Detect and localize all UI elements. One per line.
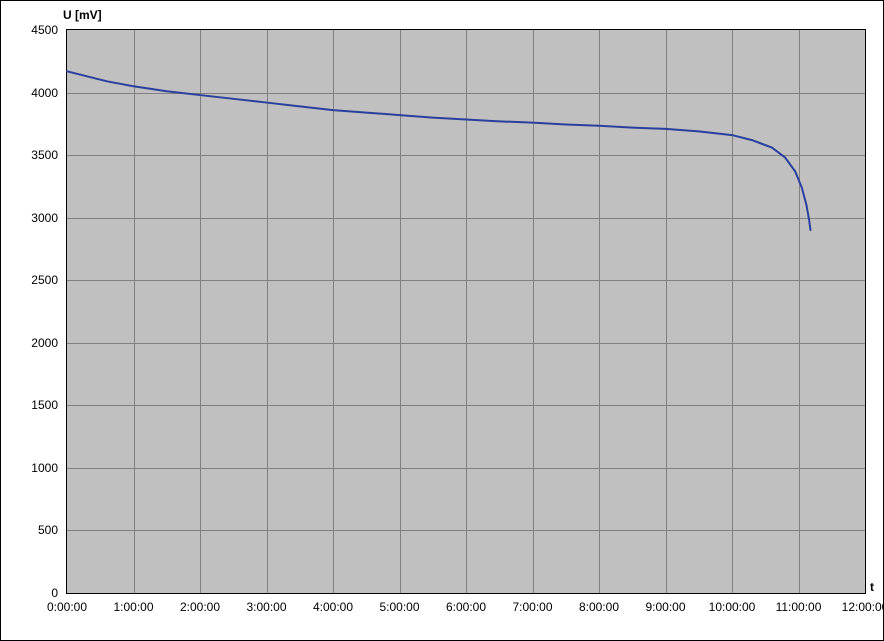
x-tick-label: 3:00:00 [246, 600, 286, 614]
y-tick-label: 4000 [31, 86, 58, 100]
x-axis-title: t [870, 580, 874, 594]
plot-area [66, 29, 866, 594]
x-tick-label: 5:00:00 [379, 600, 419, 614]
x-tick-label: 8:00:00 [579, 600, 619, 614]
x-tick-label: 6:00:00 [446, 600, 486, 614]
x-tick-label: 4:00:00 [313, 600, 353, 614]
y-axis-title: U [mV] [63, 8, 102, 22]
x-tick-label: 11:00:00 [776, 600, 822, 614]
y-tick-label: 2000 [31, 336, 58, 350]
x-tick-label: 10:00:00 [709, 600, 756, 614]
y-tick-label: 2500 [31, 273, 58, 287]
x-tick-label: 7:00:00 [512, 600, 552, 614]
y-tick-label: 1000 [31, 461, 58, 475]
x-tick-label: 1:00:00 [113, 600, 153, 614]
chart-frame: 0:00:00 1:00:00 2:00:00 3:00:00 4:00:00 5:00:… [0, 0, 884, 641]
x-tick-label: 9:00:00 [645, 600, 685, 614]
y-tick-label: 4500 [31, 23, 58, 37]
x-tick-label: 2:00:00 [180, 600, 220, 614]
y-tick-label: 3000 [31, 211, 58, 225]
series-line-voltage [67, 71, 810, 230]
x-tick-label: 12:00:00 [842, 600, 884, 614]
y-tick-label: 3500 [31, 148, 58, 162]
y-tick-label: 1500 [31, 398, 58, 412]
y-tick-label: 500 [38, 523, 58, 537]
series-svg [67, 30, 865, 593]
y-tick-label: 0 [51, 586, 58, 600]
x-tick-label: 0:00:00 [47, 600, 87, 614]
